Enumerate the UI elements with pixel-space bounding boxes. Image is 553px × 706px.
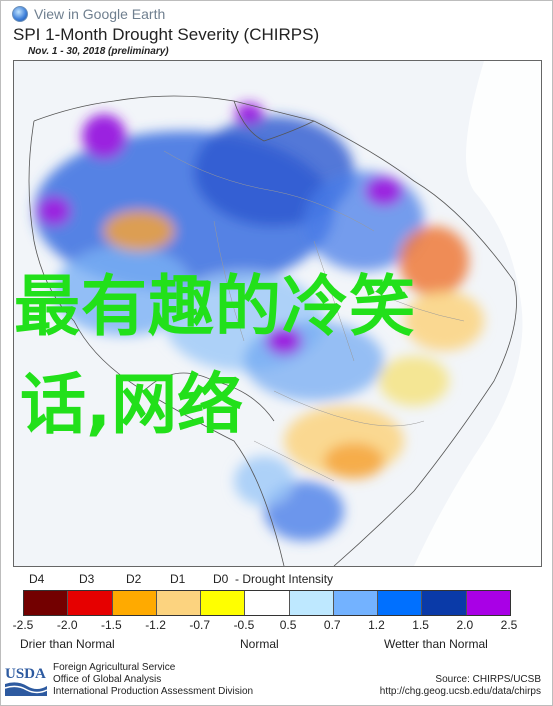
legend-category-d4: D4 (29, 572, 45, 586)
legend-tick-label: -2.0 (56, 618, 78, 632)
usda-logo: USDA (4, 666, 48, 696)
legend-tick-label: 2.0 (456, 618, 474, 632)
source-url[interactable]: http://chg.geog.ucsb.edu/data/chirps (379, 686, 541, 697)
map-subtitle: Nov. 1 - 30, 2018 (preliminary) (28, 46, 169, 57)
legend-normal-label: Normal (240, 637, 279, 651)
legend-category-d3: D3 (79, 572, 95, 586)
legend-swatch (422, 591, 467, 615)
legend-swatch (68, 591, 113, 615)
legend-tick-label: -2.5 (12, 618, 34, 632)
source-line-1: Source: CHIRPS/UCSB (435, 674, 541, 685)
agency-block: Foreign Agricultural Service Office of G… (53, 662, 253, 698)
legend-tick-label: 1.2 (368, 618, 385, 632)
legend-color-bar (23, 590, 511, 616)
legend-swatch (289, 591, 334, 615)
agency-line-3: International Production Assessment Divi… (53, 686, 254, 697)
state-borders (163, 150, 465, 482)
drought-map (13, 60, 542, 567)
legend-wetter-label: Wetter than Normal (384, 637, 488, 651)
source-block: Source: CHIRPS/UCSB http://chg.geog.ucsb… (380, 674, 541, 698)
spi-pattern (34, 103, 484, 541)
footer: USDA Foreign Agricultural Service Office… (0, 660, 553, 704)
legend-category-d1: D1 (170, 572, 186, 586)
legend-categories: D4 D3 D2 D1 D0 - Drought Intensity (0, 572, 553, 586)
legend-tick-label: -0.7 (189, 618, 211, 632)
google-earth-link-label: View in Google Earth (34, 6, 166, 22)
legend-category-caption: - Drought Intensity (235, 572, 334, 586)
map-title: SPI 1-Month Drought Severity (CHIRPS) (13, 25, 320, 44)
legend-drier-label: Drier than Normal (20, 637, 115, 651)
legend-tick-label: 0.5 (279, 618, 297, 632)
legend-swatch (378, 591, 423, 615)
legend-swatch (24, 591, 69, 615)
legend-category-d0: D0 (213, 572, 229, 586)
legend-tick-label: -0.5 (233, 618, 255, 632)
globe-icon (12, 6, 28, 22)
agency-line-1: Foreign Agricultural Service (53, 662, 176, 673)
svg-text:USDA: USDA (5, 666, 46, 682)
legend-category-d2: D2 (126, 572, 142, 586)
legend-tick-label: 0.7 (323, 618, 341, 632)
legend-swatch (156, 591, 202, 615)
legend-tick-label: 2.5 (500, 618, 518, 632)
legend-tick-label: 1.5 (412, 618, 429, 632)
legend-swatch (333, 591, 379, 615)
legend-tick-label: -1.5 (101, 618, 122, 632)
google-earth-link[interactable]: View in Google Earth (12, 6, 165, 22)
map-canvas (14, 61, 541, 566)
legend-swatch (112, 591, 157, 615)
country-borders (28, 95, 517, 566)
legend-ticks: -2.5 -2.0 -1.5 -1.2 -0.7 -0.5 0.5 0.7 1.2 1.5 2.0 2… (0, 618, 553, 632)
legend-swatch (245, 591, 290, 615)
legend-swatch (466, 591, 510, 615)
legend-swatch (201, 591, 246, 615)
agency-line-2: Office of Global Analysis (53, 674, 162, 685)
legend-tick-label: -1.2 (145, 618, 166, 632)
